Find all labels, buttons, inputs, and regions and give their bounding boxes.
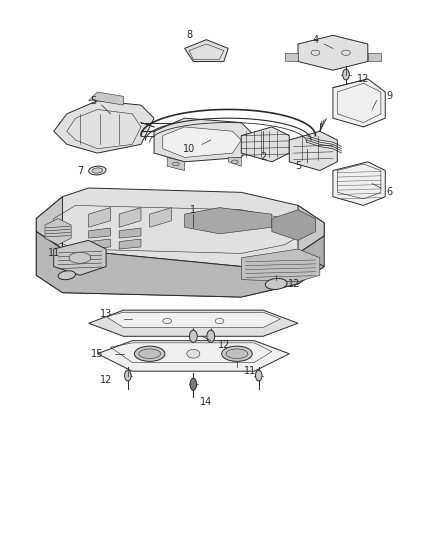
Text: 12: 12 bbox=[357, 74, 369, 84]
Ellipse shape bbox=[226, 349, 247, 359]
Polygon shape bbox=[241, 249, 319, 282]
Polygon shape bbox=[167, 157, 184, 171]
Polygon shape bbox=[149, 208, 171, 227]
Polygon shape bbox=[53, 240, 106, 275]
Polygon shape bbox=[297, 205, 323, 253]
Text: 15: 15 bbox=[91, 349, 103, 359]
Polygon shape bbox=[332, 162, 385, 205]
Text: 5: 5 bbox=[294, 161, 300, 171]
Polygon shape bbox=[88, 92, 123, 105]
Ellipse shape bbox=[92, 168, 102, 173]
Ellipse shape bbox=[189, 330, 197, 342]
Polygon shape bbox=[36, 188, 323, 266]
Text: 11: 11 bbox=[244, 366, 256, 376]
Ellipse shape bbox=[58, 271, 75, 280]
Text: 7: 7 bbox=[77, 166, 83, 175]
Text: 6: 6 bbox=[386, 187, 392, 197]
Polygon shape bbox=[36, 197, 62, 249]
Text: 12: 12 bbox=[217, 340, 230, 350]
Polygon shape bbox=[88, 310, 297, 336]
Ellipse shape bbox=[206, 330, 214, 342]
Text: 1: 1 bbox=[190, 205, 196, 215]
Polygon shape bbox=[119, 239, 141, 249]
Polygon shape bbox=[284, 53, 297, 61]
Ellipse shape bbox=[255, 370, 261, 381]
Polygon shape bbox=[97, 341, 289, 371]
Polygon shape bbox=[367, 53, 380, 61]
Polygon shape bbox=[88, 208, 110, 227]
Polygon shape bbox=[162, 127, 241, 157]
Text: 12: 12 bbox=[287, 279, 299, 289]
Ellipse shape bbox=[186, 350, 199, 358]
Polygon shape bbox=[36, 232, 323, 297]
Polygon shape bbox=[228, 157, 241, 166]
Ellipse shape bbox=[134, 346, 165, 361]
Ellipse shape bbox=[172, 162, 179, 166]
Polygon shape bbox=[289, 131, 336, 171]
Polygon shape bbox=[184, 39, 228, 61]
Ellipse shape bbox=[124, 370, 131, 381]
Polygon shape bbox=[271, 210, 315, 240]
Text: 5: 5 bbox=[90, 96, 96, 106]
Polygon shape bbox=[36, 232, 323, 297]
Polygon shape bbox=[297, 35, 367, 70]
Text: 14: 14 bbox=[200, 397, 212, 407]
Ellipse shape bbox=[221, 346, 252, 361]
Polygon shape bbox=[241, 127, 289, 162]
Text: 11: 11 bbox=[47, 248, 60, 259]
Polygon shape bbox=[106, 312, 280, 328]
Ellipse shape bbox=[88, 166, 106, 175]
Polygon shape bbox=[88, 239, 110, 249]
Ellipse shape bbox=[69, 252, 91, 263]
Polygon shape bbox=[119, 228, 141, 238]
Text: 12: 12 bbox=[100, 375, 112, 385]
Ellipse shape bbox=[138, 349, 160, 359]
Ellipse shape bbox=[342, 69, 349, 80]
Text: 8: 8 bbox=[185, 30, 191, 41]
Text: 9: 9 bbox=[386, 91, 392, 101]
Text: 2: 2 bbox=[259, 152, 265, 163]
Polygon shape bbox=[88, 228, 110, 238]
Polygon shape bbox=[53, 101, 154, 153]
Text: 10: 10 bbox=[182, 144, 194, 154]
Polygon shape bbox=[45, 219, 71, 245]
Ellipse shape bbox=[231, 160, 237, 164]
Polygon shape bbox=[119, 208, 141, 227]
Text: 4: 4 bbox=[312, 35, 318, 45]
Text: 13: 13 bbox=[100, 310, 112, 319]
Polygon shape bbox=[154, 118, 254, 162]
Polygon shape bbox=[332, 79, 385, 127]
Ellipse shape bbox=[265, 278, 286, 289]
Polygon shape bbox=[184, 208, 271, 234]
Ellipse shape bbox=[190, 378, 196, 390]
